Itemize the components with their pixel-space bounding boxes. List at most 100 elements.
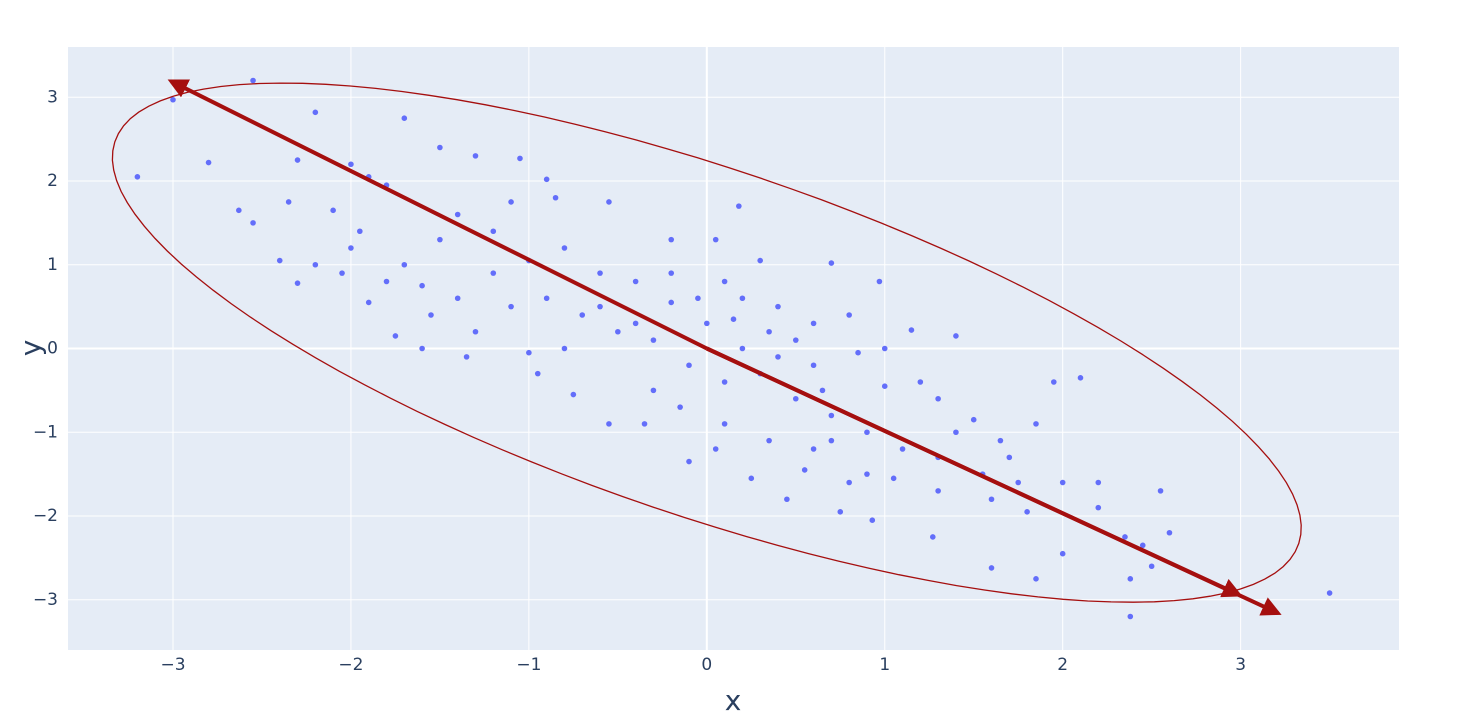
arrow xyxy=(705,346,1243,598)
point xyxy=(294,157,301,163)
point xyxy=(819,387,826,394)
point xyxy=(1139,542,1146,549)
point xyxy=(419,282,425,289)
point xyxy=(534,370,541,377)
point xyxy=(766,328,772,335)
point xyxy=(597,270,603,276)
point xyxy=(437,144,443,151)
point xyxy=(953,333,959,339)
point xyxy=(437,236,443,243)
grid xyxy=(68,47,1399,650)
point xyxy=(686,362,692,369)
point xyxy=(552,194,559,201)
ellipse xyxy=(111,82,1302,603)
point xyxy=(1127,576,1134,582)
point xyxy=(650,387,657,394)
point xyxy=(632,278,639,285)
point xyxy=(712,236,719,243)
point xyxy=(401,115,408,121)
point xyxy=(810,362,817,369)
y-tick-label: 3 xyxy=(47,87,58,107)
point xyxy=(561,245,568,251)
point xyxy=(757,257,763,264)
point xyxy=(348,161,354,168)
point xyxy=(615,328,621,335)
point xyxy=(1050,379,1057,385)
point xyxy=(721,278,728,285)
y-tick-label: 1 xyxy=(47,255,58,275)
point xyxy=(935,488,941,494)
point xyxy=(890,475,897,482)
point xyxy=(917,379,924,385)
x-tick-label: −1 xyxy=(516,655,541,675)
point xyxy=(597,303,603,310)
point xyxy=(365,299,372,306)
point xyxy=(170,96,176,103)
point xyxy=(294,280,301,286)
point xyxy=(953,429,959,436)
point xyxy=(312,109,319,116)
point xyxy=(864,429,870,436)
point xyxy=(712,446,719,452)
point xyxy=(650,337,657,343)
point xyxy=(837,509,844,515)
point xyxy=(250,220,256,226)
point xyxy=(908,327,915,333)
point xyxy=(606,199,612,205)
point xyxy=(1059,550,1066,557)
point xyxy=(1024,509,1030,515)
marks xyxy=(111,77,1333,620)
y-tick-label: −2 xyxy=(33,506,58,526)
point xyxy=(704,320,710,327)
arrow xyxy=(167,79,708,351)
point xyxy=(970,416,977,423)
point xyxy=(1059,479,1066,486)
point xyxy=(695,295,701,302)
point xyxy=(357,228,363,235)
point xyxy=(1148,563,1155,570)
point xyxy=(935,395,941,402)
x-tick-label: 1 xyxy=(879,655,890,675)
point xyxy=(881,383,888,389)
point xyxy=(748,475,755,482)
point xyxy=(641,421,648,427)
point xyxy=(401,261,408,268)
point xyxy=(250,77,256,84)
x-tick-label: 3 xyxy=(1235,655,1246,675)
point xyxy=(784,496,790,503)
point xyxy=(997,437,1004,444)
point xyxy=(134,174,141,180)
point xyxy=(801,467,808,473)
point xyxy=(1033,576,1039,582)
point xyxy=(508,303,514,310)
point xyxy=(846,479,852,486)
point xyxy=(677,404,683,410)
x-tick-label: −2 xyxy=(338,655,363,675)
point xyxy=(730,316,737,322)
point xyxy=(1127,613,1134,620)
point xyxy=(810,320,817,327)
y-axis-title: y xyxy=(14,340,47,357)
point xyxy=(348,245,354,251)
point xyxy=(490,270,497,276)
point xyxy=(739,345,746,352)
point xyxy=(543,176,550,183)
point xyxy=(828,260,835,266)
point xyxy=(236,207,242,214)
point xyxy=(419,345,425,352)
point xyxy=(276,257,283,264)
point xyxy=(792,395,799,402)
point xyxy=(775,354,781,360)
point xyxy=(1157,488,1164,494)
point xyxy=(1006,454,1013,461)
point xyxy=(1095,479,1102,486)
point xyxy=(561,345,568,352)
point xyxy=(1077,375,1084,381)
point xyxy=(428,312,434,318)
y-tick-label: −3 xyxy=(33,590,58,610)
point xyxy=(1033,421,1039,427)
point xyxy=(1326,590,1333,596)
point xyxy=(668,299,675,306)
point xyxy=(739,295,746,302)
